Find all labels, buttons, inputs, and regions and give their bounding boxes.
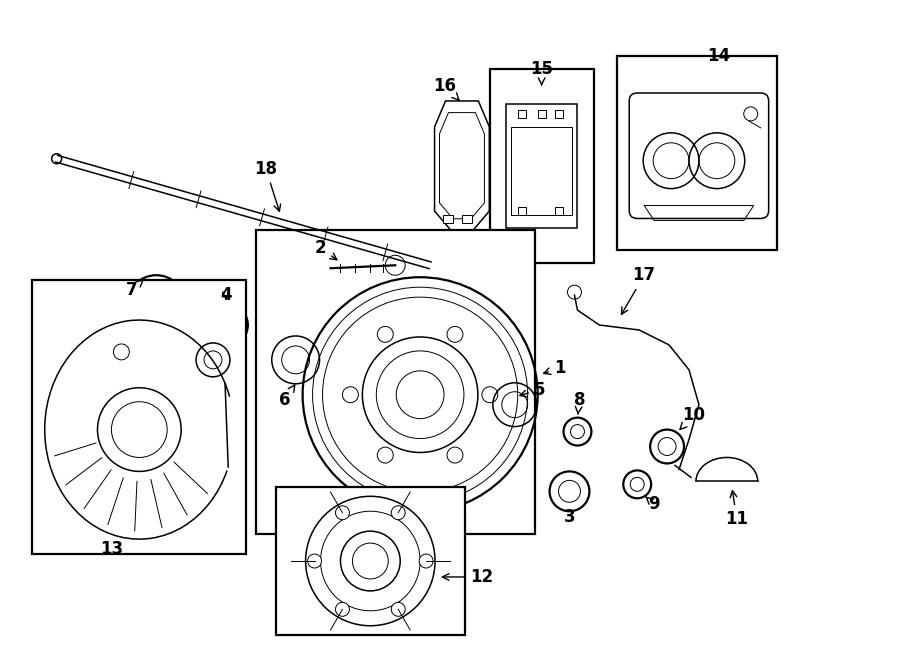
Text: 12: 12 xyxy=(443,568,493,586)
Text: 4: 4 xyxy=(220,286,232,304)
Bar xyxy=(537,110,545,118)
Circle shape xyxy=(392,602,405,616)
Bar xyxy=(617,56,777,251)
Bar xyxy=(490,69,594,263)
Bar xyxy=(555,110,563,118)
Text: 2: 2 xyxy=(315,239,337,260)
Text: 1: 1 xyxy=(544,359,565,377)
Circle shape xyxy=(419,554,433,568)
Circle shape xyxy=(482,387,498,403)
Text: 7: 7 xyxy=(125,280,143,299)
Text: 5: 5 xyxy=(520,381,545,399)
Text: 15: 15 xyxy=(530,60,554,85)
Text: 9: 9 xyxy=(645,495,660,514)
Text: 8: 8 xyxy=(573,391,585,414)
Text: 14: 14 xyxy=(707,47,731,65)
Bar xyxy=(256,231,535,534)
Circle shape xyxy=(392,506,405,520)
Circle shape xyxy=(308,554,321,568)
Text: 3: 3 xyxy=(563,508,575,526)
Bar xyxy=(444,215,454,223)
Circle shape xyxy=(336,506,349,520)
FancyBboxPatch shape xyxy=(629,93,769,219)
Text: 6: 6 xyxy=(279,385,295,408)
Bar xyxy=(32,280,246,554)
Circle shape xyxy=(336,602,349,616)
Bar xyxy=(463,215,473,223)
Text: 17: 17 xyxy=(622,266,656,315)
Circle shape xyxy=(343,387,358,403)
Circle shape xyxy=(447,327,463,342)
Text: 13: 13 xyxy=(100,540,123,558)
Bar xyxy=(518,110,526,118)
Bar xyxy=(275,487,465,635)
Text: 18: 18 xyxy=(255,160,281,212)
Bar xyxy=(518,207,526,215)
Circle shape xyxy=(377,327,393,342)
Text: 11: 11 xyxy=(725,490,748,528)
Text: 10: 10 xyxy=(680,406,706,430)
Text: 16: 16 xyxy=(434,77,459,100)
Bar xyxy=(555,207,563,215)
Circle shape xyxy=(377,447,393,463)
Circle shape xyxy=(447,447,463,463)
